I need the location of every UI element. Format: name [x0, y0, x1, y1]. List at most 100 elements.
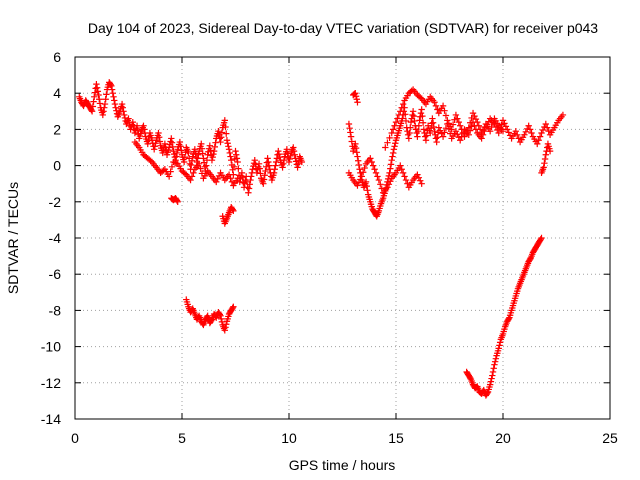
data-point-afternoon-band — [348, 138, 355, 145]
data-point-afternoon-band — [542, 120, 549, 128]
y-tick-label: -4 — [49, 230, 62, 246]
data-point-afternoon-band — [525, 122, 532, 129]
data-point-afternoon-band — [345, 120, 353, 128]
data-point-afternoon-band — [422, 137, 430, 144]
x-tick-label: 0 — [71, 430, 79, 446]
data-point-afternoon-band — [538, 129, 545, 137]
y-tick-label: 4 — [53, 85, 61, 101]
data-point-isolated-low — [173, 197, 181, 204]
data-point-afternoon-band — [504, 126, 511, 133]
data-point-main-band — [93, 84, 101, 91]
data-point-afternoon-band — [495, 129, 502, 137]
data-point-main-band-lower — [213, 178, 220, 186]
data-point-afternoon-band — [409, 111, 416, 119]
x-axis-label: GPS time / hours — [289, 457, 396, 473]
data-point-afternoon-lower — [542, 151, 549, 158]
data-point-afternoon-band — [419, 119, 427, 126]
data-point-main-band — [96, 96, 103, 103]
data-point-afternoon-band — [347, 133, 355, 140]
data-point-afternoon-band — [535, 137, 542, 144]
data-point-isolated-low — [174, 198, 181, 205]
data-point-afternoon-band — [354, 153, 361, 160]
data-point-afternoon-band — [541, 123, 548, 131]
data-point-main-band — [204, 151, 211, 158]
data-point-afternoon-band — [355, 161, 363, 169]
data-point-cluster-minus8 — [221, 327, 228, 334]
y-tick-label: -2 — [49, 194, 62, 210]
data-point-afternoon-lower — [357, 176, 364, 183]
data-point-main-band — [294, 164, 301, 171]
data-point-afternoon-band — [534, 140, 541, 148]
data-point-main-band — [286, 155, 293, 163]
data-point-main-band — [271, 166, 278, 173]
y-tick-label: -10 — [41, 339, 61, 355]
data-point-evening-dip — [488, 375, 495, 382]
data-point-afternoon-band — [506, 132, 514, 139]
data-point-afternoon-upper — [389, 126, 397, 133]
y-tick-labels: -14 -12 -10 -8 -6 -4 -2 0 2 4 6 — [41, 49, 61, 427]
data-point-main-band — [212, 139, 219, 146]
data-point-afternoon-upper — [432, 102, 440, 110]
data-point-afternoon-upper — [448, 126, 455, 133]
data-point-afternoon-upper — [464, 127, 471, 134]
data-point-main-band — [91, 89, 99, 96]
data-point-afternoon-band — [386, 169, 393, 177]
data-point-afternoon-band — [439, 133, 447, 140]
data-point-afternoon-upper — [431, 99, 438, 106]
data-point-main-band — [102, 96, 109, 103]
data-point-main-band — [210, 147, 218, 155]
y-tick-label: -12 — [41, 375, 61, 391]
data-point-main-band — [159, 149, 166, 157]
data-point-afternoon-upper — [382, 144, 389, 151]
data-point-main-band — [150, 146, 158, 153]
data-point-main-band — [280, 156, 288, 164]
data-point-afternoon-lower — [387, 178, 394, 185]
data-point-main-band — [262, 163, 270, 171]
chart-title: Day 104 of 2023, Sidereal Day-to-day VTE… — [88, 20, 598, 36]
y-tick-label: 0 — [53, 158, 61, 174]
data-point-afternoon-band — [387, 165, 394, 172]
data-point-main-band — [120, 108, 127, 115]
data-point-afternoon-band — [442, 124, 450, 132]
data-point-afternoon-band — [438, 130, 445, 137]
data-point-main-band — [176, 138, 184, 146]
data-point-afternoon-upper — [472, 115, 480, 123]
data-point-isolated-low — [229, 206, 236, 213]
data-point-main-band — [291, 151, 298, 158]
data-point-main-band — [273, 155, 281, 162]
data-point-main-band — [107, 81, 114, 88]
data-point-main-band — [118, 100, 126, 108]
data-point-main-band — [207, 147, 214, 154]
data-point-main-band — [255, 160, 263, 167]
data-point-main-band — [287, 152, 294, 160]
data-point-afternoon-band — [502, 123, 510, 130]
x-tick-label: 5 — [178, 430, 186, 446]
data-point-evening-dip — [484, 389, 491, 397]
data-point-main-band-lower — [173, 159, 180, 167]
data-point-afternoon-band — [505, 129, 512, 136]
data-point-cluster-minus8 — [203, 313, 211, 321]
data-point-main-band — [156, 138, 164, 145]
data-point-main-band — [265, 158, 272, 166]
data-point-afternoon-upper — [458, 126, 465, 133]
data-point-main-band — [260, 180, 267, 187]
data-point-main-band — [218, 129, 226, 136]
axis-ticks — [74, 56, 611, 420]
data-point-afternoon-lower — [371, 166, 378, 173]
data-point-main-band — [211, 143, 219, 151]
data-point-afternoon-band — [415, 122, 423, 129]
data-point-afternoon-band — [363, 182, 370, 190]
data-point-afternoon-band — [389, 153, 396, 160]
data-point-main-band — [290, 147, 298, 155]
data-point-afternoon-band — [512, 128, 520, 135]
data-point-main-band — [295, 160, 302, 167]
data-point-afternoon-lower — [414, 171, 421, 178]
data-point-main-band — [221, 117, 228, 124]
data-point-afternoon-upper — [465, 124, 472, 131]
data-point-main-band — [96, 100, 104, 107]
data-point-main-band — [133, 122, 141, 129]
data-point-main-band — [233, 155, 241, 162]
data-point-main-band — [223, 130, 230, 137]
data-point-afternoon-band — [545, 128, 552, 135]
data-point-afternoon-band — [427, 124, 435, 132]
